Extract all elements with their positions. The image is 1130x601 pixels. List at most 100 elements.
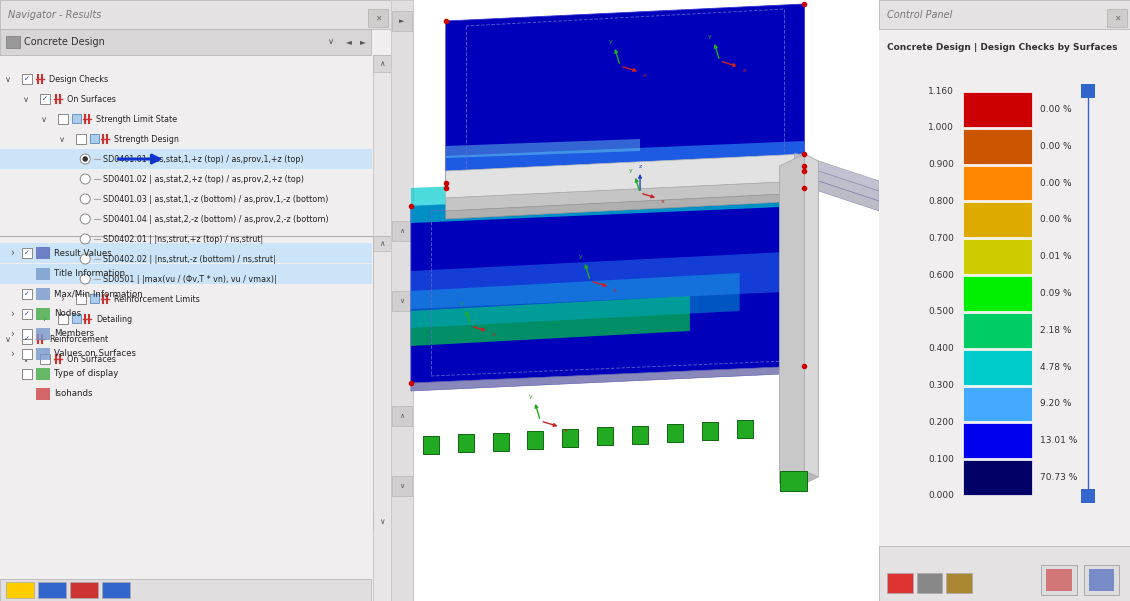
Bar	[40, 94, 50, 104]
Bar	[0, 264, 372, 284]
Bar	[1080, 489, 1095, 503]
Text: 0.600: 0.600	[928, 270, 954, 279]
Text: 0.400: 0.400	[928, 344, 954, 353]
Bar	[23, 248, 32, 258]
Text: 0.100: 0.100	[928, 455, 954, 464]
Bar	[963, 129, 1032, 163]
Bar	[6, 36, 20, 48]
Polygon shape	[780, 471, 818, 489]
Bar	[1042, 565, 1077, 595]
Text: 0.00 %: 0.00 %	[1041, 178, 1072, 188]
Text: x: x	[492, 332, 495, 337]
Bar	[40, 354, 50, 364]
Bar	[963, 239, 1032, 274]
Text: x: x	[742, 68, 747, 73]
Bar	[373, 513, 391, 530]
Text: 0.200: 0.200	[928, 418, 954, 427]
Text: 0.00 %: 0.00 %	[1041, 215, 1072, 224]
Text: ►: ►	[360, 37, 366, 46]
Text: ∨: ∨	[328, 37, 333, 46]
Text: y: y	[529, 394, 532, 399]
Bar	[23, 349, 32, 359]
Text: ›: ›	[10, 248, 14, 258]
Bar	[72, 314, 81, 323]
Text: ►: ►	[399, 18, 405, 24]
Bar	[0, 149, 372, 169]
Bar	[36, 308, 50, 320]
Bar	[1046, 569, 1072, 591]
Text: x: x	[643, 73, 646, 78]
Bar	[458, 435, 473, 452]
Bar	[528, 431, 544, 449]
Text: 4.78 %: 4.78 %	[1041, 362, 1072, 371]
Bar	[946, 573, 972, 593]
Text: 0.000: 0.000	[928, 492, 954, 501]
Bar	[392, 406, 412, 426]
Circle shape	[82, 156, 88, 162]
Polygon shape	[411, 366, 805, 391]
Bar	[76, 134, 86, 144]
Polygon shape	[445, 141, 805, 183]
Circle shape	[80, 274, 90, 284]
Bar	[391, 0, 412, 601]
Text: ✓: ✓	[24, 76, 31, 82]
Text: x: x	[564, 428, 567, 433]
Text: 0.00 %: 0.00 %	[1041, 105, 1072, 114]
Text: x: x	[661, 200, 664, 204]
Text: ›: ›	[10, 309, 14, 319]
Text: 9.20 %: 9.20 %	[1041, 400, 1072, 409]
Bar	[392, 11, 412, 31]
Polygon shape	[805, 154, 818, 477]
Text: ∧: ∧	[399, 228, 405, 234]
Text: ›: ›	[10, 329, 14, 339]
Text: ∨: ∨	[399, 483, 405, 489]
Bar	[780, 471, 808, 491]
Text: ✕: ✕	[1114, 13, 1121, 22]
Bar	[1084, 565, 1119, 595]
Bar	[963, 386, 1032, 421]
Text: ∧: ∧	[380, 240, 385, 248]
Circle shape	[80, 254, 90, 264]
Bar	[36, 348, 50, 360]
Text: ✓: ✓	[24, 336, 31, 342]
Polygon shape	[445, 181, 805, 211]
Text: On Surfaces: On Surfaces	[67, 355, 116, 364]
Bar	[963, 92, 1032, 127]
Circle shape	[80, 154, 90, 164]
Bar	[392, 476, 412, 496]
Bar	[632, 426, 647, 444]
Bar	[0, 243, 372, 263]
Text: 0.01 %: 0.01 %	[1041, 252, 1072, 261]
Bar	[72, 114, 81, 123]
Text: Design Checks: Design Checks	[49, 75, 108, 84]
Text: y: y	[629, 168, 633, 173]
Bar	[1088, 569, 1114, 591]
Bar	[90, 294, 99, 303]
Text: ∧: ∧	[380, 59, 385, 69]
Bar	[373, 236, 391, 601]
Text: SD0501 | |max(vu / (Φv,T * vn), vu / vmax)|: SD0501 | |max(vu / (Φv,T * vn), vu / vma…	[103, 275, 277, 284]
Text: Reinforcement Limits: Reinforcement Limits	[114, 294, 200, 304]
Bar	[1080, 84, 1095, 98]
Bar	[368, 9, 388, 27]
Bar	[737, 420, 753, 438]
Bar	[23, 74, 32, 84]
Text: ∨: ∨	[23, 94, 29, 103]
Text: Strength Design: Strength Design	[114, 135, 180, 144]
Bar	[597, 427, 614, 445]
Text: 0.00 %: 0.00 %	[1041, 142, 1072, 151]
Text: ∨: ∨	[399, 298, 405, 304]
Polygon shape	[445, 166, 805, 190]
Bar	[23, 289, 32, 299]
Bar	[38, 582, 67, 598]
Bar	[963, 350, 1032, 385]
Text: 1.160: 1.160	[928, 87, 954, 96]
Text: Detailing: Detailing	[96, 314, 132, 323]
Text: Reinforcement: Reinforcement	[49, 335, 108, 344]
Text: 2.18 %: 2.18 %	[1041, 326, 1072, 335]
Bar	[702, 422, 718, 440]
Bar	[879, 0, 1130, 29]
Text: Result Values: Result Values	[54, 248, 112, 257]
Text: Isohands: Isohands	[54, 389, 93, 398]
Bar	[392, 291, 412, 311]
